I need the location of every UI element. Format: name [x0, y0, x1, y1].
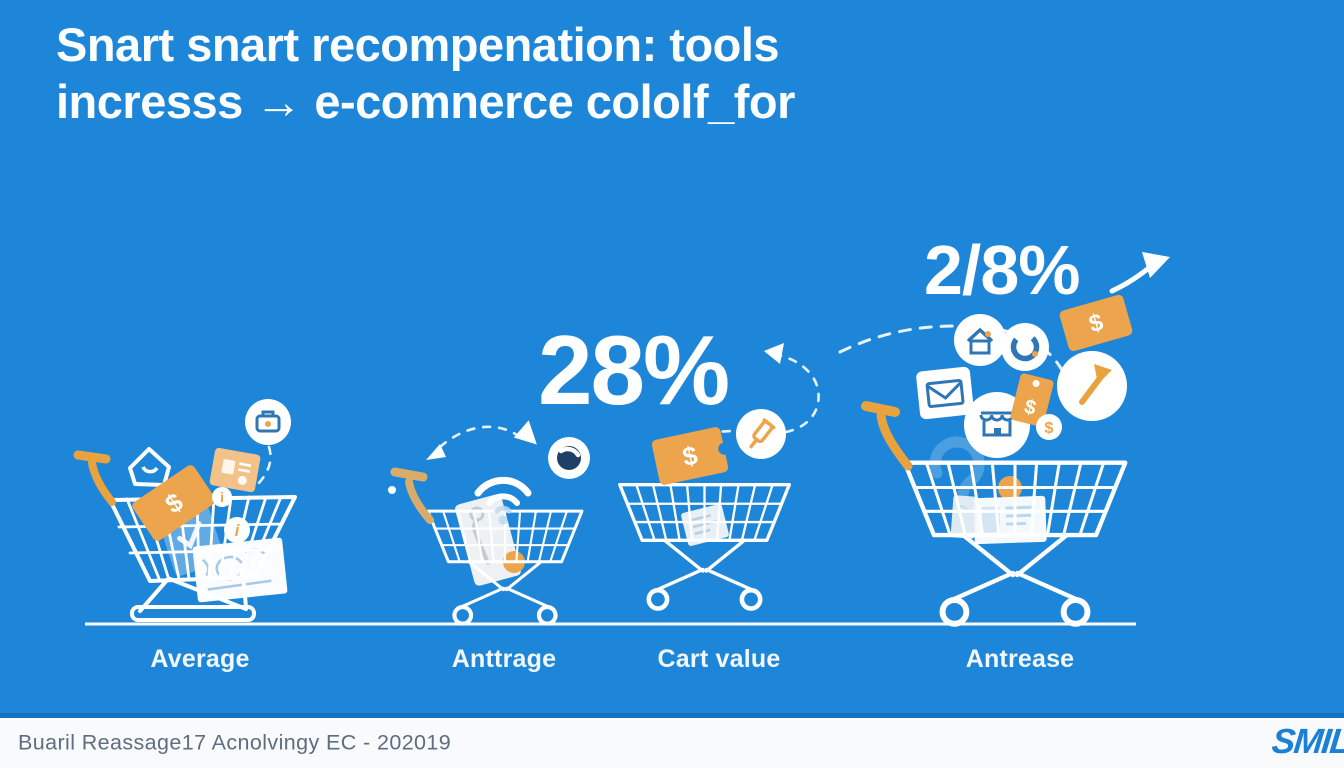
shopping-cart-4: $ $ $ [861, 294, 1133, 640]
info-circle-icon: i [212, 487, 232, 507]
svg-text:$: $ [680, 440, 701, 472]
page-title: Snart snart recompenation: tools incress… [56, 16, 1056, 131]
loop-circle-icon [1001, 323, 1049, 371]
cart-handle [405, 478, 434, 524]
cart-label-antrease: Antrease [965, 645, 1075, 673]
shopping-cart-1: $ i i [73, 399, 297, 622]
briefcase-circle-icon [245, 399, 291, 445]
dashed-drop-line [251, 445, 272, 491]
syringe-circle-icon [736, 409, 786, 459]
shopping-cart-2 [390, 420, 590, 643]
cart-handle-grip [861, 401, 900, 417]
bird-circle-icon [548, 437, 590, 479]
product-box-icon [209, 447, 261, 493]
stat-top-right-percent: 2/8% [924, 231, 1081, 309]
dollar-coin-icon: $ [1036, 414, 1062, 440]
cart-handle [88, 459, 116, 506]
envelope-card-icon [916, 366, 974, 420]
cart-handle-grip [73, 450, 111, 464]
arrow-clock-circle-icon [1057, 351, 1127, 421]
cart-label-cart-value: Cart value [657, 645, 781, 673]
cart-handle-grip [390, 467, 428, 482]
stat-center-percent: 28% [538, 315, 730, 425]
invoice-card-icon [973, 495, 1047, 545]
footer-source-text: Buaril Reassage17 Acnolvingy EC - 202019 [18, 730, 452, 755]
brand-logo: SMIL [1270, 722, 1344, 761]
footer-divider [0, 713, 1344, 718]
svg-text:i: i [220, 489, 224, 505]
cart-handle [876, 411, 913, 471]
dashed-arrowhead [764, 343, 784, 364]
swoosh-arrow-icon [1109, 264, 1153, 294]
dollar-ticket-icon: $ [132, 465, 216, 541]
dollar-tag-icon: $ [1010, 373, 1054, 427]
svg-text:$: $ [1045, 420, 1054, 437]
shop-circle-icon [954, 314, 1006, 366]
dollar-ticket-icon: $ [1059, 294, 1133, 352]
shopping-cart-3: $ [605, 409, 835, 637]
svg-text:i: i [235, 521, 241, 540]
wifi-icon [474, 476, 532, 525]
svg-text:$: $ [1022, 396, 1038, 420]
alert-circle-icon: i [224, 517, 250, 543]
cursor-arrow-icon [513, 420, 537, 445]
footer-bar: Buaril Reassage17 Acnolvingy EC - 202019… [0, 718, 1344, 768]
title-line-1: Snart snart recompenation: tools [56, 18, 780, 71]
title-line-2: incresss → e-comnerce cololf_for [56, 75, 795, 129]
cart-label-average: Average [150, 645, 250, 673]
dollar-ticket-icon: $ [651, 427, 731, 485]
shopping-bag-icon [128, 447, 171, 487]
cart-base [130, 605, 256, 622]
swoosh-arrowhead [1142, 252, 1170, 278]
cart-label-anttrage: Anttrage [451, 645, 557, 673]
